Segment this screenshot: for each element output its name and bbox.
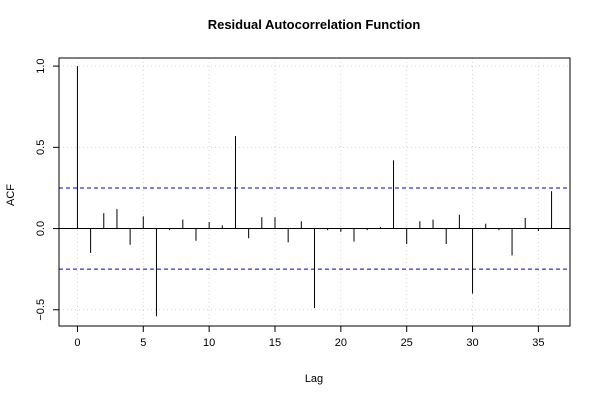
x-axis: 0 5 10 15 20 25 30 35	[74, 325, 545, 349]
x-tick-label: 5	[140, 337, 146, 349]
x-tick-label: 20	[335, 337, 347, 349]
y-tick-label: 0.5	[35, 140, 47, 155]
y-axis-label: ACF	[5, 184, 17, 206]
chart-title: Residual Autocorrelation Function	[208, 17, 421, 32]
x-tick-label: 0	[74, 337, 80, 349]
y-axis: −0.5 0.0 0.5 1.0	[35, 58, 60, 321]
acf-bars	[76, 66, 553, 317]
y-tick-label: −0.5	[35, 299, 47, 321]
x-tick-label: 10	[203, 337, 215, 349]
y-tick-label: 1.0	[35, 58, 47, 73]
x-tick-label: 30	[466, 337, 478, 349]
x-axis-label: Lag	[305, 373, 323, 385]
x-tick-label: 25	[401, 337, 413, 349]
x-tick-label: 35	[532, 337, 544, 349]
y-tick-label: 0.0	[35, 221, 47, 236]
x-tick-label: 15	[269, 337, 281, 349]
